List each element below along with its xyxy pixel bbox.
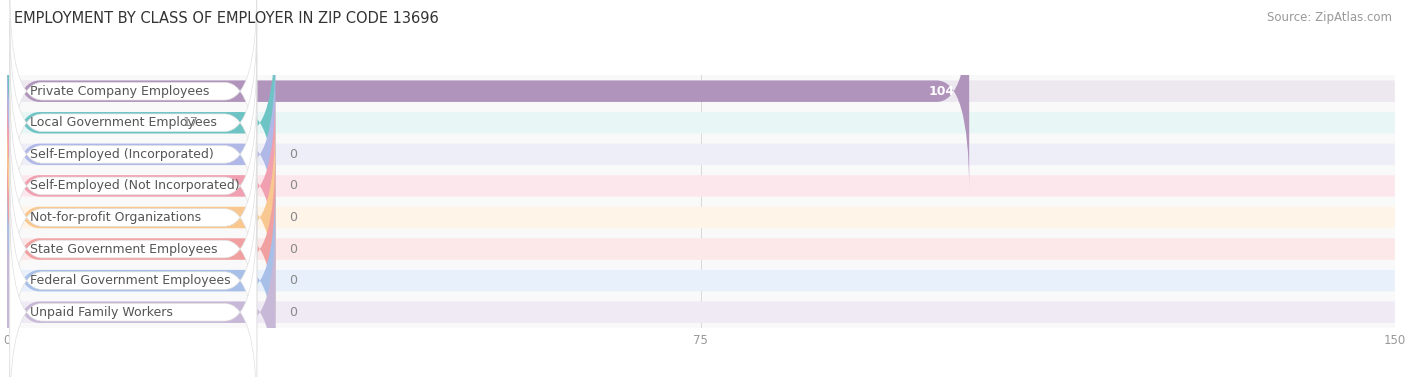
FancyBboxPatch shape bbox=[7, 118, 276, 317]
FancyBboxPatch shape bbox=[10, 0, 257, 193]
FancyBboxPatch shape bbox=[7, 207, 1395, 228]
FancyBboxPatch shape bbox=[10, 21, 257, 224]
Text: 0: 0 bbox=[290, 242, 297, 256]
FancyBboxPatch shape bbox=[7, 302, 1395, 323]
Text: Not-for-profit Organizations: Not-for-profit Organizations bbox=[30, 211, 201, 224]
FancyBboxPatch shape bbox=[7, 212, 276, 377]
Text: 0: 0 bbox=[290, 148, 297, 161]
Text: Self-Employed (Incorporated): Self-Employed (Incorporated) bbox=[30, 148, 214, 161]
FancyBboxPatch shape bbox=[10, 179, 257, 377]
FancyBboxPatch shape bbox=[7, 181, 276, 377]
Text: Federal Government Employees: Federal Government Employees bbox=[30, 274, 231, 287]
Text: Local Government Employees: Local Government Employees bbox=[30, 116, 217, 129]
Text: Self-Employed (Not Incorporated): Self-Employed (Not Incorporated) bbox=[30, 179, 240, 192]
FancyBboxPatch shape bbox=[7, 112, 1395, 133]
FancyBboxPatch shape bbox=[7, 23, 276, 222]
FancyBboxPatch shape bbox=[10, 84, 257, 288]
FancyBboxPatch shape bbox=[10, 116, 257, 319]
FancyBboxPatch shape bbox=[7, 238, 1395, 260]
FancyBboxPatch shape bbox=[10, 53, 257, 256]
Text: 0: 0 bbox=[290, 211, 297, 224]
Text: Private Company Employees: Private Company Employees bbox=[30, 85, 209, 98]
Text: 0: 0 bbox=[290, 274, 297, 287]
FancyBboxPatch shape bbox=[7, 0, 969, 191]
Text: State Government Employees: State Government Employees bbox=[30, 242, 218, 256]
Text: 104: 104 bbox=[929, 85, 955, 98]
Text: 17: 17 bbox=[183, 116, 198, 129]
FancyBboxPatch shape bbox=[7, 144, 1395, 165]
Text: EMPLOYMENT BY CLASS OF EMPLOYER IN ZIP CODE 13696: EMPLOYMENT BY CLASS OF EMPLOYER IN ZIP C… bbox=[14, 11, 439, 26]
FancyBboxPatch shape bbox=[7, 80, 1395, 102]
FancyBboxPatch shape bbox=[7, 86, 276, 286]
Text: Unpaid Family Workers: Unpaid Family Workers bbox=[30, 306, 173, 319]
Text: 0: 0 bbox=[290, 179, 297, 192]
FancyBboxPatch shape bbox=[7, 175, 1395, 197]
FancyBboxPatch shape bbox=[10, 210, 257, 377]
FancyBboxPatch shape bbox=[10, 147, 257, 351]
Text: 0: 0 bbox=[290, 306, 297, 319]
Text: Source: ZipAtlas.com: Source: ZipAtlas.com bbox=[1267, 11, 1392, 24]
FancyBboxPatch shape bbox=[7, 270, 1395, 291]
FancyBboxPatch shape bbox=[7, 55, 276, 254]
FancyBboxPatch shape bbox=[7, 149, 276, 349]
